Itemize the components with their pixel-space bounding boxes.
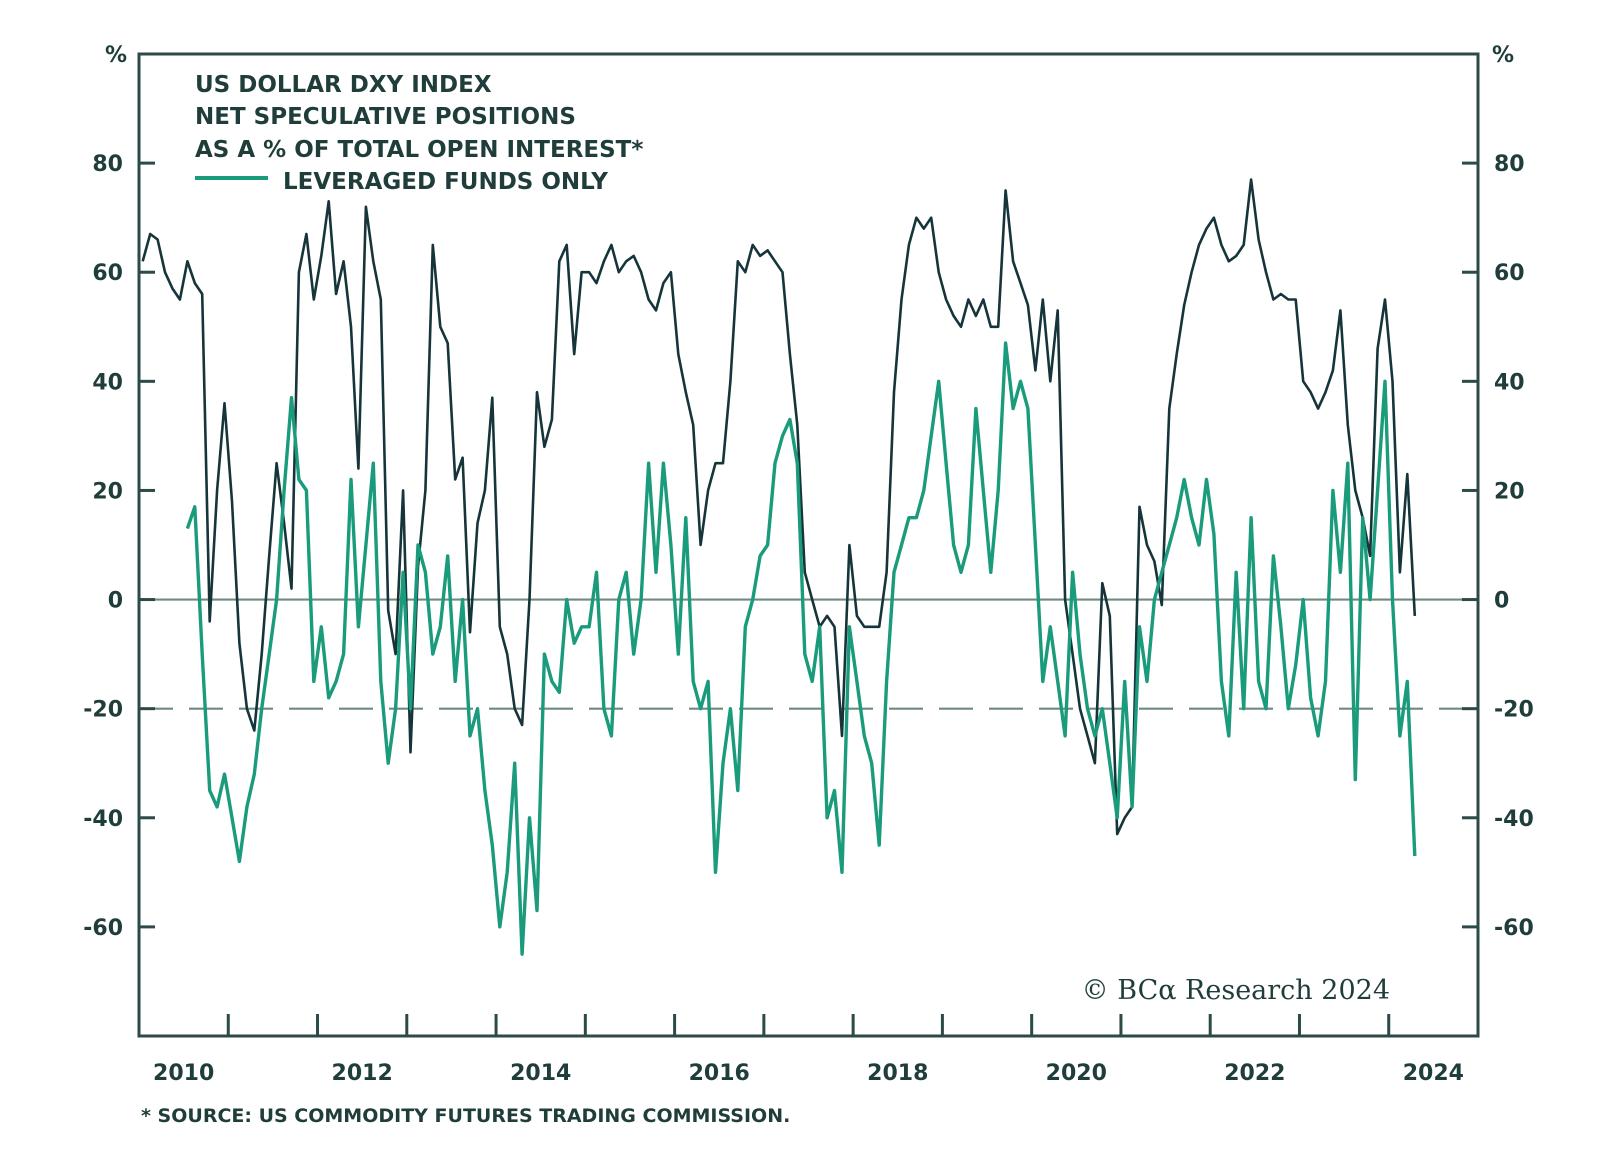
x-tick-label: 2016 [689,1061,750,1086]
x-tick-label: 2014 [510,1061,571,1086]
y-tick-label-left: 40 [92,370,123,395]
x-tick-label: 2022 [1224,1061,1285,1086]
y-tick-label-left: 80 [92,152,123,177]
y-tick-label-right: 60 [1494,261,1525,286]
title-line-1: US DOLLAR DXY INDEX [195,72,492,98]
y-tick-label-left: 60 [92,261,123,286]
x-tick-label: 2012 [332,1061,393,1086]
series-line-leveraged-funds [185,341,1417,956]
title-line-2: NET SPECULATIVE POSITIONS [195,104,576,130]
y-tick-label-right: 40 [1494,370,1525,395]
y-axis-unit-left: % [105,43,127,68]
chart-title: US DOLLAR DXY INDEX NET SPECULATIVE POSI… [195,72,643,163]
legend: LEVERAGED FUNDS ONLY [195,169,608,195]
x-tick-label: 2018 [867,1061,928,1086]
y-tick-label-left: 20 [92,479,123,504]
plot-frame [137,52,1480,1038]
x-tick-label: 2010 [153,1061,214,1086]
title-line-3: AS A % OF TOTAL OPEN INTEREST* [195,137,643,163]
legend-label-leveraged-funds: LEVERAGED FUNDS ONLY [283,169,608,195]
y-tick-label-right: -20 [1494,698,1534,723]
y-tick-label-right: 80 [1494,152,1525,177]
x-tick-label: 2024 [1403,1061,1464,1086]
y-tick-label-left: -40 [83,807,123,832]
y-tick-label-left: -20 [83,698,123,723]
y-tick-label-right: -40 [1494,807,1534,832]
x-tick-label: 2020 [1046,1061,1107,1086]
y-tick-label-right: -60 [1494,916,1534,941]
y-tick-label-left: 0 [108,589,123,614]
y-axis-unit-right: % [1492,43,1514,68]
footnote: * SOURCE: US COMMODITY FUTURES TRADING C… [141,1105,790,1127]
y-tick-label-left: -60 [83,916,123,941]
y-tick-label-right: 20 [1494,479,1525,504]
watermark: © BCα Research 2024 [1082,975,1390,1006]
series-line-net-speculative-total [141,178,1417,836]
y-tick-label-right: 0 [1494,589,1509,614]
